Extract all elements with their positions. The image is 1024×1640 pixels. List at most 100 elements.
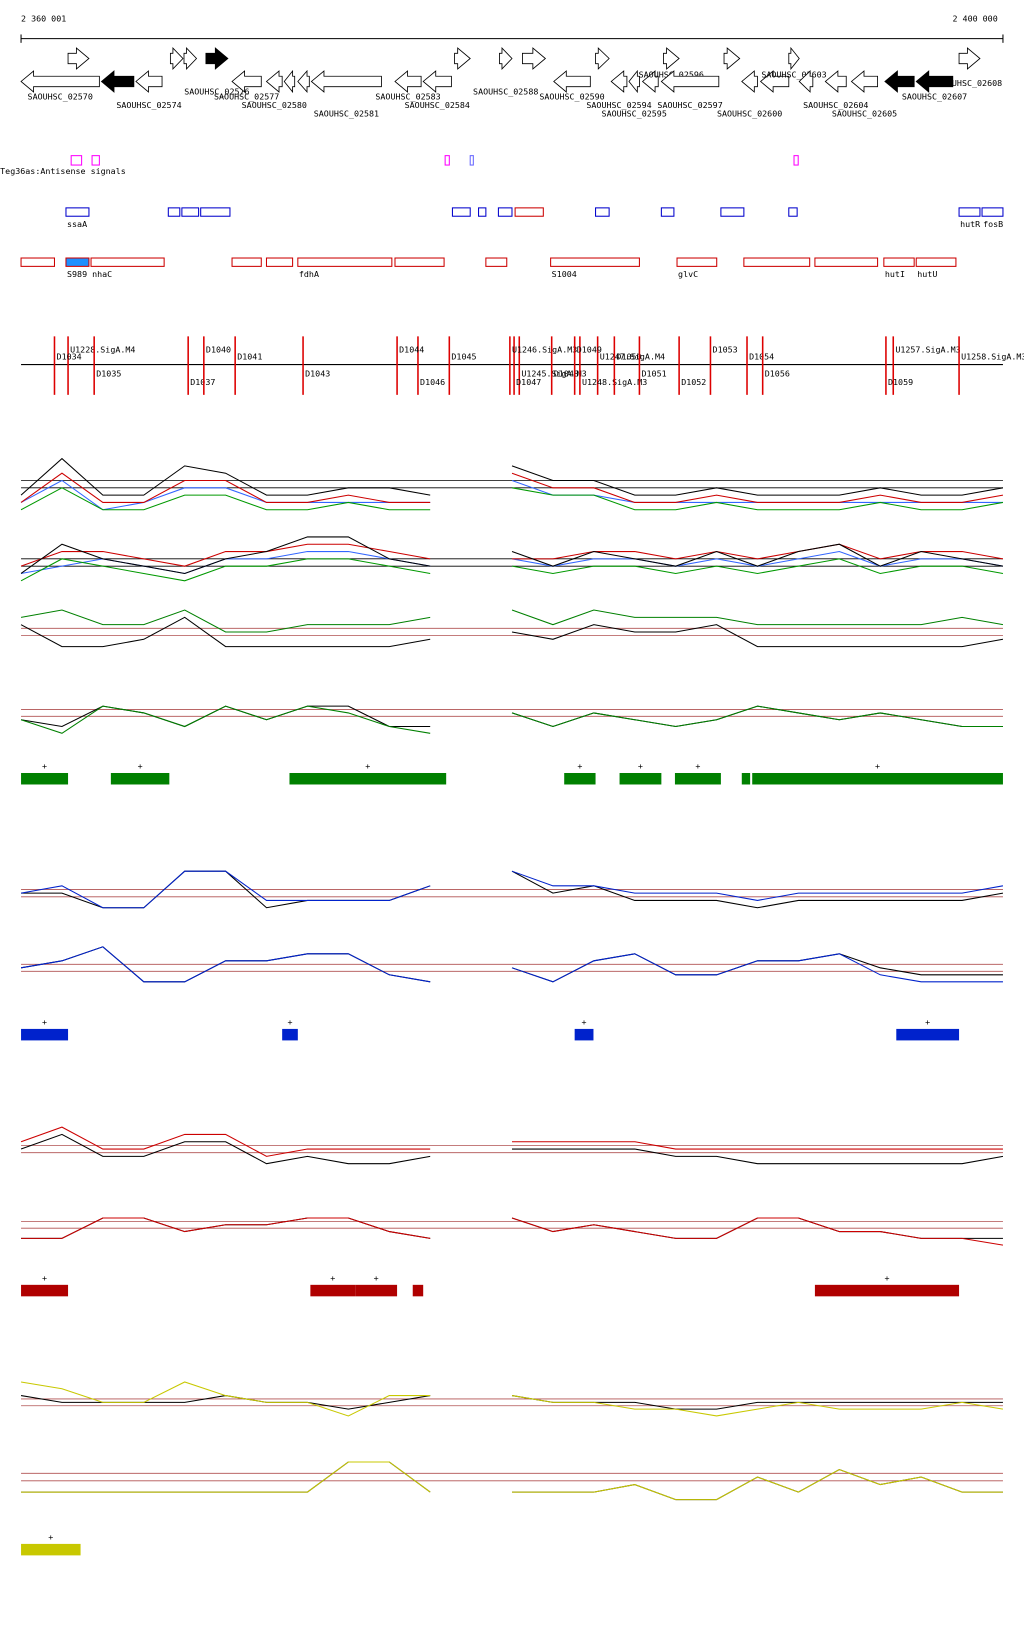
feature: [660, 207, 675, 217]
gene: [723, 47, 741, 70]
strand-label: +: [695, 761, 700, 771]
antisense-signal: [444, 155, 450, 166]
gene-label: SAOUHSC_02588: [473, 86, 538, 96]
signal-trace: [511, 624, 1004, 648]
strand-label: +: [577, 761, 582, 771]
strand-label: +: [48, 1532, 53, 1542]
gene: [499, 47, 513, 70]
feature-label: hutU: [917, 269, 937, 279]
segment-label: D1034: [57, 352, 82, 362]
gene-label: SAOUHSC_02608: [937, 78, 1002, 88]
strand-label: +: [138, 761, 143, 771]
antisense-signal: [469, 155, 474, 166]
strand-label: +: [330, 1273, 335, 1283]
feature: [550, 257, 640, 267]
gene-label: SAOUHSC_02604: [803, 100, 868, 110]
feature-label: ssaA: [67, 219, 87, 229]
gene: [663, 47, 680, 70]
gene-label: SAOUHSC_02584: [405, 100, 470, 110]
region-bar: [21, 1284, 69, 1297]
gene: [394, 70, 422, 93]
gene: [741, 70, 758, 93]
gene: [422, 70, 452, 93]
gene-label: SAOUHSC_02590: [539, 92, 604, 102]
strand-label: +: [365, 761, 370, 771]
segment-label: D1052: [681, 377, 706, 387]
gene-label: SAOUHSC_02580: [242, 100, 307, 110]
gene: [850, 70, 879, 93]
segment-label: D1043: [305, 368, 330, 378]
region-bar: [574, 1028, 594, 1041]
gene-label: SAOUHSC_02581: [314, 108, 379, 118]
signal-trace: [20, 457, 431, 496]
signal-trace: [511, 480, 1003, 503]
strand-label: +: [875, 761, 880, 771]
antisense-signal: [91, 155, 100, 166]
ruler-label: 2 360 001: [21, 13, 66, 23]
signal-trace: [20, 609, 431, 633]
gene: [454, 47, 471, 70]
feature: [497, 207, 513, 217]
feature-label: hutI: [885, 269, 905, 279]
gene: [824, 70, 847, 93]
segment-label: D1059: [888, 377, 913, 387]
segment-label: D1050: [616, 352, 641, 362]
gene-label: SAOUHSC_02594: [586, 100, 651, 110]
strand-label: +: [42, 1017, 47, 1027]
gene-label: SAOUHSC_02583: [375, 92, 440, 102]
signal-trace: [20, 487, 431, 511]
feature: [676, 257, 718, 267]
signal-trace: [20, 1381, 431, 1417]
signal-trace: [20, 705, 431, 734]
signal-trace: [20, 479, 431, 511]
region-bar: [674, 772, 721, 785]
segment-label: D1035: [96, 368, 121, 378]
feature: [478, 207, 487, 217]
gene: [759, 70, 790, 93]
gene: [884, 70, 915, 93]
segment-label: U1246.SigA.M3: [512, 344, 577, 354]
segment-label: U1228.SigA.M4: [70, 344, 135, 354]
region-bar: [355, 1284, 398, 1297]
feature-label: S1004: [552, 269, 577, 279]
segment-label: D1048: [554, 368, 579, 378]
strand-label: +: [42, 1273, 47, 1283]
segment-label: D1041: [237, 352, 262, 362]
region-bar: [110, 772, 170, 785]
gene: [641, 70, 659, 93]
gene: [553, 70, 591, 93]
feature: [814, 257, 879, 267]
region-bar: [289, 772, 447, 785]
feature: [595, 207, 610, 217]
segment-label: D1046: [420, 377, 445, 387]
gene-label: SAOUHSC_02607: [902, 92, 967, 102]
segment-label: D1037: [190, 377, 215, 387]
feature: [181, 207, 200, 217]
gene-label: SAOUHSC_02600: [717, 108, 782, 118]
gene: [595, 47, 610, 70]
antisense-signal: [793, 155, 799, 166]
ruler-label: 2 400 000: [953, 13, 998, 23]
feature-label: S989: [67, 269, 87, 279]
gene: [628, 69, 640, 94]
signal-trace: [20, 1133, 431, 1165]
signal-trace: [20, 1126, 431, 1157]
signal-trace: [20, 616, 431, 648]
feature: [297, 257, 393, 267]
feature: [514, 207, 544, 217]
feature: [981, 207, 1004, 217]
gene-label: SAOUHSC_02605: [832, 108, 897, 118]
region-bar: [21, 772, 69, 785]
feature-label: hutR: [960, 219, 981, 229]
signal-trace: [511, 558, 1004, 575]
strand-label: +: [638, 761, 643, 771]
signal-trace: [512, 543, 1004, 560]
feature: [65, 207, 90, 217]
segment-label: D1044: [399, 344, 424, 354]
signal-trace: [21, 1217, 431, 1239]
feature: [265, 257, 294, 267]
signal-trace: [20, 870, 431, 909]
signal-trace: [512, 1148, 1004, 1165]
feature: [915, 257, 957, 267]
